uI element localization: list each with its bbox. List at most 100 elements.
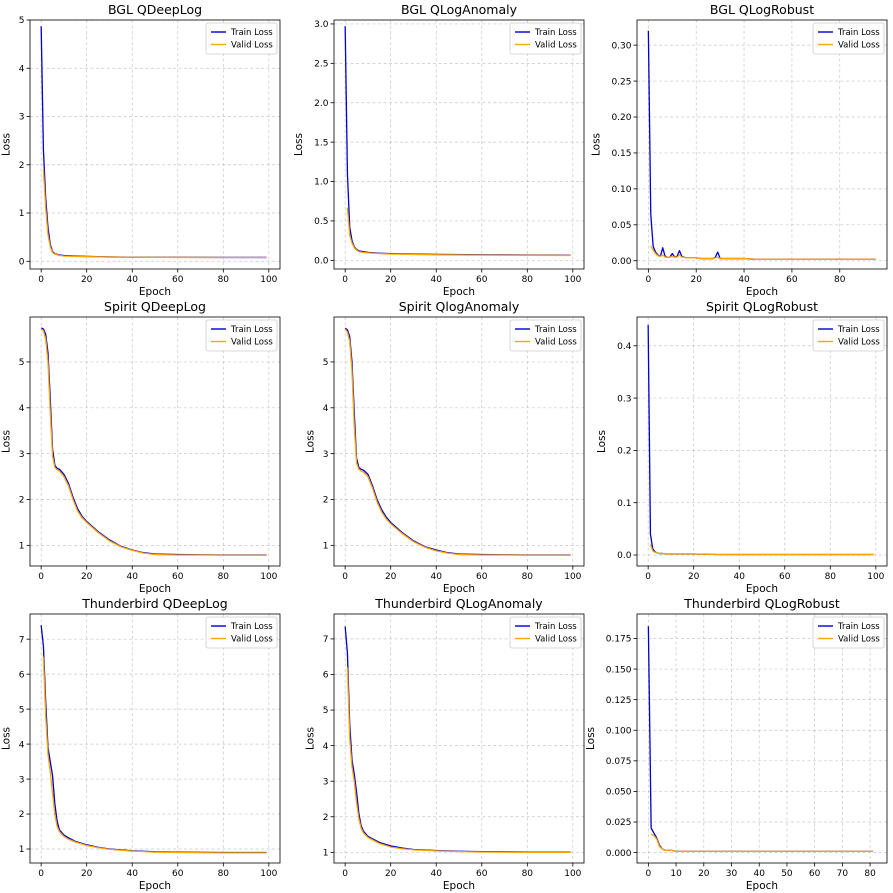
legend-train-label: Train Loss <box>837 622 880 632</box>
x-tick-label: 20 <box>385 572 397 582</box>
valid-loss-line <box>42 169 267 259</box>
legend: Train Loss Valid Loss <box>509 22 582 55</box>
x-tick-label: 40 <box>431 572 443 582</box>
chart-panel-8: 0 10 20 30 40 50 60 70 80 0.000 0.025 0.050 0.075 0.1… <box>585 596 888 892</box>
y-tick-label: 2.5 <box>314 60 328 70</box>
y-tick-label: 0.20 <box>611 113 631 123</box>
x-tick-label: 20 <box>81 275 93 285</box>
y-axis-label: Loss <box>293 133 305 156</box>
y-tick-label: 6 <box>19 670 25 680</box>
x-axis-label: Epoch <box>746 880 778 892</box>
y-tick-label: 4 <box>323 404 329 414</box>
x-tick-label: 20 <box>698 869 710 879</box>
x-tick-label: 40 <box>734 572 746 582</box>
legend-box <box>812 616 885 649</box>
axes-frame <box>636 19 888 270</box>
x-tick-label: 0 <box>645 572 651 582</box>
x-tick-label: 100 <box>564 869 581 879</box>
valid-loss-line <box>40 328 267 556</box>
x-tick-label: 100 <box>564 572 581 582</box>
x-tick-label: 20 <box>81 869 93 879</box>
x-axis-label: Epoch <box>443 583 475 595</box>
legend-box <box>205 616 278 649</box>
y-tick-label: 3 <box>323 450 329 460</box>
chart-title: Spirit QLogRobust <box>706 299 818 314</box>
y-axis-label: Loss <box>0 133 12 156</box>
x-tick-label: 40 <box>127 869 139 879</box>
x-tick-label: 100 <box>260 275 277 285</box>
valid-loss-line <box>346 207 571 257</box>
y-tick-label: 0.100 <box>606 726 632 736</box>
legend: Train Loss Valid Loss <box>509 616 582 649</box>
y-tick-label: 4 <box>19 740 25 750</box>
y-tick-label: 0.00 <box>611 257 631 267</box>
x-axis-label: Epoch <box>746 583 778 595</box>
legend-box <box>509 22 582 55</box>
valid-loss-line <box>649 544 874 556</box>
x-tick-label: 10 <box>670 869 682 879</box>
y-tick-label: 0.25 <box>611 77 631 87</box>
x-tick-label: 60 <box>786 275 798 285</box>
legend-box <box>205 22 278 55</box>
y-tick-label: 7 <box>323 635 329 645</box>
x-tick-label: 0 <box>645 275 651 285</box>
x-tick-label: 20 <box>688 572 700 582</box>
chart-panel-1: 0 20 40 60 80 100 0.0 0.5 1.0 1.5 2.0 2.5 3.0 BGL QLo… <box>293 2 585 298</box>
x-tick-label: 80 <box>522 275 534 285</box>
train-loss-line <box>647 324 874 556</box>
x-tick-label: 40 <box>738 275 750 285</box>
chart-title: Thunderbird QDeepLog <box>81 596 228 611</box>
legend-box <box>812 22 885 55</box>
train-loss-line <box>647 626 873 853</box>
chart-title: Spirit QDeepLog <box>104 299 206 314</box>
y-axis-label: Loss <box>596 430 608 453</box>
legend-valid-label: Valid Loss <box>838 635 880 645</box>
x-tick-label: 40 <box>127 275 139 285</box>
x-axis-label: Epoch <box>139 286 171 298</box>
y-tick-label: 4 <box>19 404 25 414</box>
y-tick-label: 0.075 <box>606 757 632 767</box>
legend-valid-label: Valid Loss <box>535 635 577 645</box>
y-tick-label: 0.150 <box>606 665 632 675</box>
x-tick-label: 80 <box>522 869 534 879</box>
legend-train-label: Train Loss <box>534 622 577 632</box>
train-loss-line <box>344 626 571 853</box>
x-tick-label: 40 <box>127 572 139 582</box>
y-tick-label: 5 <box>323 706 329 716</box>
x-tick-label: 30 <box>726 869 738 879</box>
legend-box <box>509 616 582 649</box>
legend: Train Loss Valid Loss <box>205 319 278 352</box>
legend-valid-label: Valid Loss <box>535 338 577 348</box>
legend-train-label: Train Loss <box>837 28 880 38</box>
axes-frame <box>333 613 585 864</box>
x-tick-label: 0 <box>342 869 348 879</box>
x-axis-label: Epoch <box>443 880 475 892</box>
legend-train-label: Train Loss <box>230 325 273 335</box>
chart-panel-0: 0 20 40 60 80 100 0 1 2 3 4 5 BGL QDeepLog Epoch Loss T… <box>0 2 281 298</box>
x-tick-label: 20 <box>385 275 397 285</box>
x-tick-label: 70 <box>837 869 849 879</box>
legend-valid-label: Valid Loss <box>535 41 577 51</box>
y-tick-label: 0.000 <box>606 849 632 859</box>
x-tick-label: 40 <box>431 275 443 285</box>
chart-title: Thunderbird QLogAnomaly <box>374 596 543 611</box>
chart-title: BGL QLogAnomaly <box>401 2 518 17</box>
x-tick-label: 50 <box>781 869 793 879</box>
x-axis-label: Epoch <box>139 880 171 892</box>
x-tick-label: 20 <box>385 869 397 879</box>
legend-valid-label: Valid Loss <box>231 635 273 645</box>
y-tick-label: 3 <box>19 113 25 123</box>
y-tick-label: 3 <box>19 450 25 460</box>
axes-frame <box>636 316 888 567</box>
axes-frame <box>29 316 281 567</box>
y-tick-label: 0.0 <box>314 257 329 267</box>
legend-train-label: Train Loss <box>230 622 273 632</box>
legend: Train Loss Valid Loss <box>509 319 582 352</box>
y-tick-label: 0.05 <box>611 221 631 231</box>
train-loss-line <box>40 625 267 854</box>
x-tick-label: 80 <box>864 869 876 879</box>
y-tick-label: 2.0 <box>314 99 329 109</box>
axes-frame <box>333 19 585 270</box>
legend-train-label: Train Loss <box>230 28 273 38</box>
